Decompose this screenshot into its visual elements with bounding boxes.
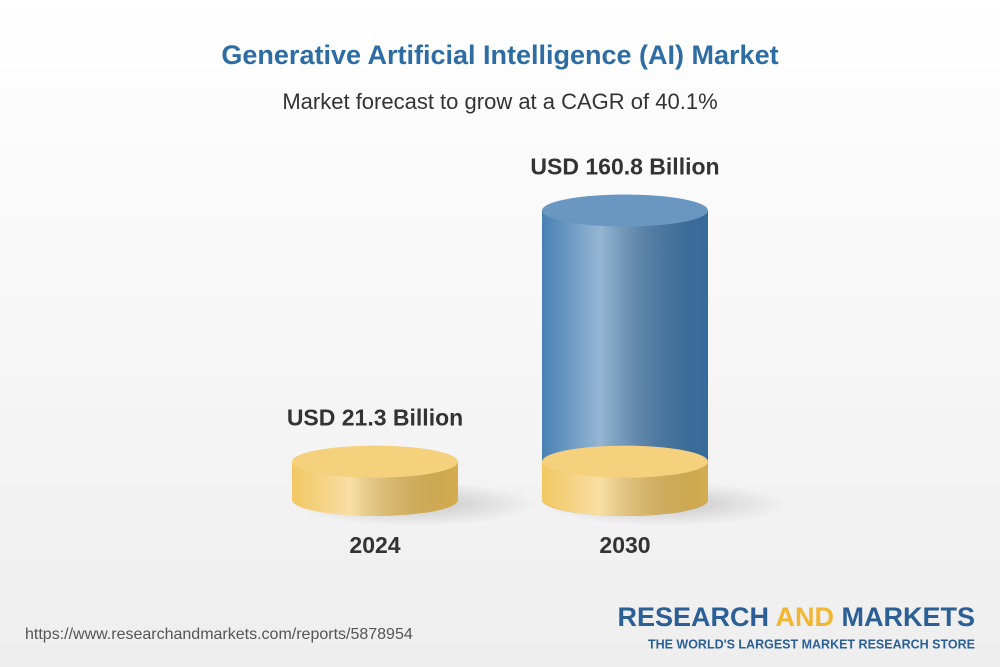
plot: USD 21.3 Billion 2024 USD 160.8 Billion 203…	[287, 154, 788, 558]
brand: RESEARCH AND MARKETS	[617, 602, 975, 632]
bar	[542, 445, 708, 516]
bar	[292, 445, 458, 516]
x-tick-label: 2030	[599, 532, 650, 558]
brand-research: RESEARCH	[617, 602, 769, 632]
chart-title: Generative Artificial Intelligence (AI) …	[221, 40, 778, 70]
bar-top-light	[542, 445, 708, 478]
brand-and: AND	[775, 602, 834, 632]
value-label: USD 21.3 Billion	[287, 405, 463, 431]
brand-markets: MARKETS	[842, 602, 976, 632]
bar-top	[542, 445, 708, 478]
chart-subtitle: Market forecast to grow at a CAGR of 40.…	[282, 89, 717, 114]
value-label: USD 160.8 Billion	[530, 154, 719, 180]
source-url: https://www.researchandmarkets.com/repor…	[25, 626, 413, 643]
bar-top-light	[542, 194, 708, 227]
tagline: THE WORLD'S LARGEST MARKET RESEARCH STOR…	[648, 637, 975, 651]
bar-top	[542, 194, 708, 227]
bar-top-light	[292, 445, 458, 478]
bar-top	[292, 445, 458, 478]
x-tick-label: 2024	[349, 532, 400, 558]
